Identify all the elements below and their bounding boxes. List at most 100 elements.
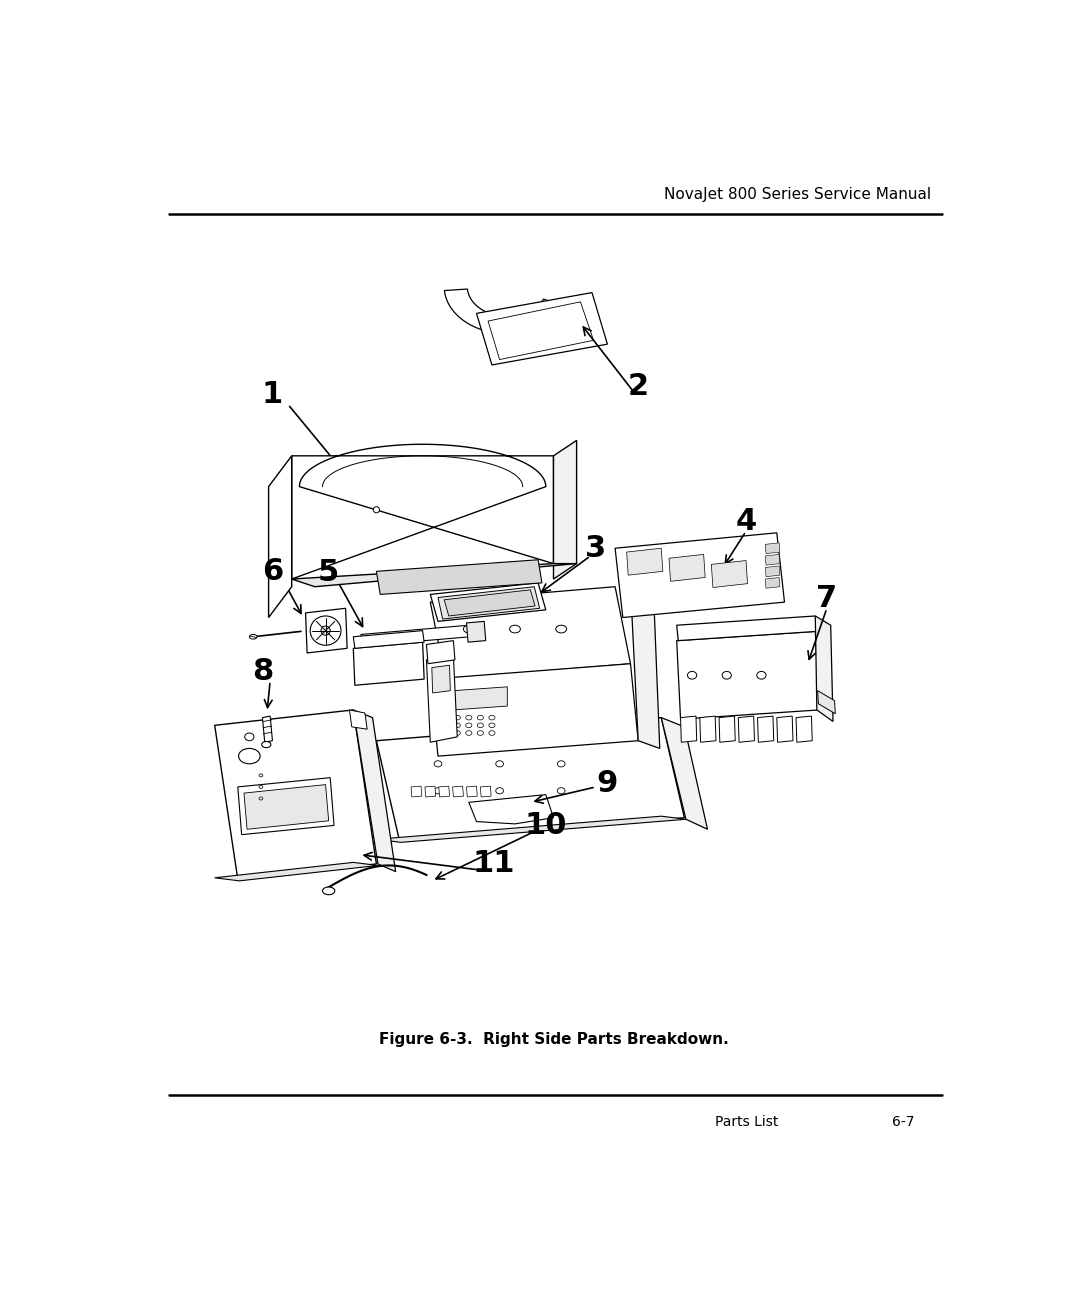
Polygon shape [454, 687, 508, 710]
Ellipse shape [557, 761, 565, 767]
Polygon shape [292, 564, 577, 587]
Ellipse shape [463, 625, 474, 632]
Ellipse shape [310, 616, 341, 645]
Ellipse shape [757, 671, 766, 679]
Polygon shape [766, 578, 780, 588]
Text: Parts List: Parts List [715, 1115, 779, 1129]
Ellipse shape [496, 788, 503, 794]
Polygon shape [432, 665, 450, 693]
Polygon shape [262, 717, 272, 743]
Polygon shape [411, 787, 422, 797]
Polygon shape [244, 784, 328, 829]
Ellipse shape [261, 741, 271, 748]
Ellipse shape [374, 507, 379, 513]
Polygon shape [215, 710, 377, 879]
Ellipse shape [489, 731, 495, 735]
Text: NovaJet 800 Series Service Manual: NovaJet 800 Series Service Manual [664, 187, 931, 201]
Polygon shape [438, 787, 449, 797]
Polygon shape [757, 717, 773, 743]
Ellipse shape [434, 788, 442, 794]
Polygon shape [476, 293, 607, 365]
Ellipse shape [434, 761, 442, 767]
Polygon shape [427, 640, 455, 664]
Ellipse shape [477, 715, 484, 721]
Ellipse shape [496, 761, 503, 767]
Ellipse shape [323, 886, 335, 894]
Text: 8: 8 [252, 657, 273, 686]
Ellipse shape [465, 731, 472, 735]
Polygon shape [377, 718, 685, 841]
Polygon shape [427, 656, 457, 743]
Polygon shape [444, 289, 565, 334]
Polygon shape [677, 631, 819, 719]
Text: 9: 9 [597, 769, 618, 797]
Ellipse shape [510, 625, 521, 632]
Ellipse shape [321, 626, 330, 635]
Polygon shape [488, 302, 594, 359]
Polygon shape [766, 555, 780, 565]
Ellipse shape [477, 731, 484, 735]
Polygon shape [467, 621, 486, 642]
Text: 6: 6 [261, 557, 283, 586]
Polygon shape [677, 616, 816, 640]
Polygon shape [444, 590, 535, 616]
Ellipse shape [259, 785, 262, 788]
Polygon shape [430, 583, 545, 621]
Text: Figure 6-3.  Right Side Parts Breakdown.: Figure 6-3. Right Side Parts Breakdown. [379, 1032, 728, 1047]
Polygon shape [377, 560, 542, 595]
Polygon shape [777, 717, 793, 743]
Text: 7: 7 [816, 583, 837, 613]
Polygon shape [424, 787, 435, 797]
Polygon shape [269, 456, 292, 617]
Polygon shape [700, 717, 716, 743]
Polygon shape [712, 561, 747, 587]
Ellipse shape [249, 635, 257, 639]
Polygon shape [766, 543, 780, 553]
Ellipse shape [723, 671, 731, 679]
Polygon shape [739, 717, 755, 743]
Ellipse shape [239, 748, 260, 763]
Polygon shape [215, 862, 378, 881]
Ellipse shape [455, 715, 460, 721]
Polygon shape [377, 816, 686, 842]
Polygon shape [680, 717, 697, 743]
Polygon shape [719, 717, 735, 743]
Ellipse shape [259, 774, 262, 776]
Ellipse shape [557, 788, 565, 794]
Text: 6-7: 6-7 [892, 1115, 915, 1129]
Text: 11: 11 [472, 849, 515, 879]
Polygon shape [238, 778, 334, 835]
Polygon shape [430, 664, 638, 756]
Ellipse shape [556, 625, 567, 632]
Text: 5: 5 [318, 559, 338, 587]
Polygon shape [350, 710, 367, 730]
Ellipse shape [455, 731, 460, 735]
Ellipse shape [245, 734, 254, 741]
Polygon shape [796, 717, 812, 743]
Polygon shape [616, 533, 784, 617]
Polygon shape [467, 787, 477, 797]
Polygon shape [554, 441, 577, 579]
Polygon shape [661, 718, 707, 829]
Text: 1: 1 [261, 380, 283, 408]
Polygon shape [631, 587, 660, 748]
Polygon shape [353, 710, 395, 872]
Polygon shape [469, 794, 554, 824]
Polygon shape [453, 787, 463, 797]
Polygon shape [353, 642, 424, 686]
Polygon shape [438, 587, 540, 619]
Ellipse shape [455, 723, 460, 727]
Polygon shape [766, 566, 780, 577]
Text: 3: 3 [585, 534, 606, 562]
Text: 2: 2 [627, 372, 649, 400]
Polygon shape [306, 608, 347, 653]
Polygon shape [815, 616, 833, 722]
Ellipse shape [489, 715, 495, 721]
Polygon shape [669, 555, 705, 582]
Polygon shape [626, 548, 663, 575]
Polygon shape [353, 631, 424, 648]
Polygon shape [361, 625, 471, 645]
Ellipse shape [259, 797, 262, 800]
Polygon shape [430, 587, 631, 679]
Ellipse shape [465, 723, 472, 727]
